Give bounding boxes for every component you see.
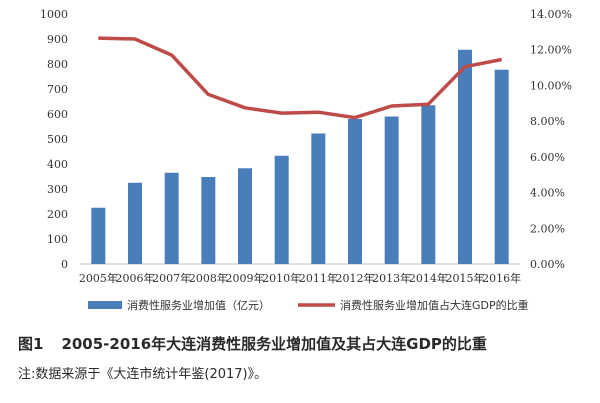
left-axis-tick-label: 200 bbox=[47, 208, 68, 221]
bar bbox=[238, 168, 252, 264]
x-axis-tick-label: 2014年 bbox=[409, 271, 448, 285]
bar bbox=[164, 172, 179, 264]
x-axis-tick-label: 2016年 bbox=[482, 271, 521, 285]
bar bbox=[458, 49, 472, 264]
ratio-line-series bbox=[98, 36, 503, 120]
x-axis-ticks: 2005年2006年2007年2008年2009年2010年2011年2012年… bbox=[79, 271, 521, 285]
legend: 消费性服务业增加值（亿元） 消费性服务业增加值占大连GDP的比重 bbox=[88, 298, 529, 312]
x-axis-tick-label: 2013年 bbox=[372, 271, 411, 285]
left-axis-tick-label: 800 bbox=[47, 58, 68, 71]
bar bbox=[311, 133, 326, 264]
x-axis-tick-label: 2012年 bbox=[336, 271, 375, 285]
left-axis-tick-label: 500 bbox=[47, 133, 68, 146]
bar bbox=[274, 155, 289, 264]
right-axis-tick-label: 10.00% bbox=[530, 79, 572, 92]
left-axis-tick-label: 900 bbox=[47, 33, 68, 46]
left-axis-tick-label: 100 bbox=[47, 233, 68, 246]
figure-caption: 图1 2005-2016年大连消费性服务业增加值及其占大连GDP的比重 bbox=[18, 333, 487, 354]
right-axis-tick-label: 12.00% bbox=[530, 44, 572, 57]
bar bbox=[91, 207, 106, 264]
right-axis-tick-label: 0.00% bbox=[530, 258, 565, 271]
right-axis-ticks: 0.00% 2.00% 4.00% 6.00% 8.00% 10.00% 12.00% 14.… bbox=[530, 8, 572, 271]
right-axis-tick-label: 8.00% bbox=[530, 115, 565, 128]
left-axis-tick-label: 600 bbox=[47, 108, 68, 121]
left-axis-tick-label: 1000 bbox=[40, 8, 68, 21]
right-axis-tick-label: 2.00% bbox=[530, 222, 565, 235]
x-axis-tick-label: 2008年 bbox=[189, 271, 228, 285]
legend-bar-label: 消费性服务业增加值（亿元） bbox=[127, 298, 270, 312]
legend-bar-swatch bbox=[88, 301, 122, 309]
bar bbox=[494, 69, 509, 264]
figure-caption-label: 图1 bbox=[18, 335, 44, 353]
right-axis-tick-label: 6.00% bbox=[530, 151, 565, 164]
bar bbox=[384, 116, 399, 264]
left-axis-ticks: 0 100 200 300 400 500 600 700 800 900 1000 bbox=[40, 8, 68, 271]
left-axis-tick-label: 700 bbox=[47, 83, 68, 96]
x-axis-tick-label: 2015年 bbox=[446, 271, 485, 285]
bar bbox=[348, 119, 362, 264]
left-axis-tick-label: 300 bbox=[47, 183, 68, 196]
x-axis-tick-label: 2005年 bbox=[79, 271, 118, 285]
bar-series bbox=[91, 49, 509, 264]
left-axis-tick-label: 400 bbox=[47, 158, 68, 171]
bar bbox=[421, 105, 436, 264]
figure-caption-text: 2005-2016年大连消费性服务业增加值及其占大连GDP的比重 bbox=[61, 335, 487, 353]
legend-line-label: 消费性服务业增加值占大连GDP的比重 bbox=[340, 298, 529, 312]
combo-chart: 0 100 200 300 400 500 600 700 800 900 1000 0.00% 2.… bbox=[40, 8, 572, 312]
source-note: 注:数据来源于《大连市统计年鉴(2017)》。 bbox=[18, 367, 268, 382]
bar bbox=[201, 177, 216, 264]
x-axis-tick-label: 2010年 bbox=[262, 271, 301, 285]
x-axis-tick-label: 2009年 bbox=[226, 271, 265, 285]
bar bbox=[128, 182, 142, 264]
left-axis-tick-label: 0 bbox=[61, 258, 68, 271]
right-axis-tick-label: 14.00% bbox=[530, 8, 572, 21]
x-axis-tick-label: 2006年 bbox=[116, 271, 155, 285]
x-axis-tick-label: 2007年 bbox=[152, 271, 191, 285]
x-axis-tick-label: 2011年 bbox=[299, 271, 338, 285]
right-axis-tick-label: 4.00% bbox=[530, 187, 565, 200]
